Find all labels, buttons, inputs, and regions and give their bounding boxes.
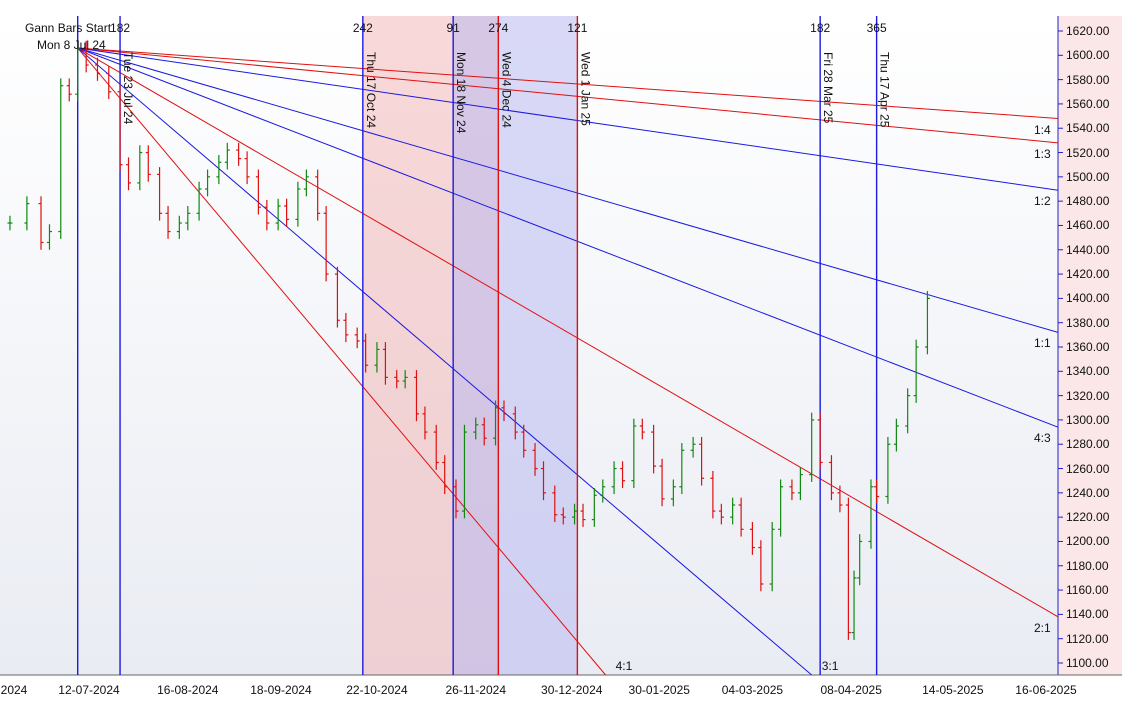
fan-line-3-1 xyxy=(77,47,813,676)
fan-ratio-label: 3:1 xyxy=(821,659,839,673)
y-tick-label: 1620.00 xyxy=(1066,24,1110,38)
x-tick-label: 16-06-2025 xyxy=(1015,683,1077,697)
y-tick-label: 1420.00 xyxy=(1066,267,1110,282)
shaded-zone-2 xyxy=(453,16,578,675)
x-tick-label: 08-04-2025 xyxy=(820,683,882,697)
y-tick-label: 1180.00 xyxy=(1066,558,1109,573)
x-tick-label: 30-01-2025 xyxy=(628,683,690,697)
y-tick-label: 1400.00 xyxy=(1066,291,1110,306)
start-date-label: Mon 8 Jul 24 xyxy=(37,38,106,52)
x-tick-label: 04-03-2025 xyxy=(721,683,784,697)
fan-ratio-label: 2:1 xyxy=(1034,620,1051,635)
y-tick-label: 1540.00 xyxy=(1066,121,1110,136)
y-tick-label: 1120.00 xyxy=(1066,631,1109,646)
vertical-line-date-label: Thu 17 Oct 24 xyxy=(363,52,378,129)
y-tick-label: 1220.00 xyxy=(1066,510,1110,525)
fan-line-4-1 xyxy=(77,47,606,676)
vertical-line-date-label: Thu 17 Apr 25 xyxy=(877,52,892,128)
y-tick-label: 1160.00 xyxy=(1066,583,1109,598)
fan-line-1-3 xyxy=(77,47,1059,144)
y-tick-label: 1200.00 xyxy=(1066,534,1110,549)
fan-ratio-label: 1:4 xyxy=(1034,122,1051,137)
fan-line-1-1 xyxy=(77,47,1059,333)
fan-ratio-label: 1:1 xyxy=(1034,336,1051,351)
y-tick-label: 1440.00 xyxy=(1066,242,1110,257)
y-tick-label: 1320.00 xyxy=(1066,388,1110,403)
y-tick-label: 1100.00 xyxy=(1066,656,1109,670)
bar-count-label: 242 xyxy=(352,21,373,35)
y-tick-label: 1260.00 xyxy=(1066,461,1110,476)
x-tick-label: 22-10-2024 xyxy=(346,683,408,697)
fan-line-4-3 xyxy=(77,47,1059,428)
vertical-line-date-label: Mon 18 Nov 24 xyxy=(454,52,469,134)
y-tick-label: 1240.00 xyxy=(1066,485,1110,500)
y-tick-label: 1140.00 xyxy=(1066,607,1109,622)
y-tick-label: 1560.00 xyxy=(1066,96,1110,111)
y-tick-label: 1380.00 xyxy=(1066,315,1110,330)
fan-ratio-label: 4:1 xyxy=(615,659,633,673)
bar-count-label: 365 xyxy=(866,21,887,35)
y-tick-label: 1480.00 xyxy=(1066,194,1110,209)
fan-ratio-label: 1:3 xyxy=(1034,146,1051,161)
bar-count-label: 274 xyxy=(488,21,509,35)
price-axis-strip xyxy=(1058,16,1122,675)
vertical-line-date-label: Tue 23 Jul 24 xyxy=(121,52,136,125)
x-tick-label: 12-07-2024 xyxy=(58,683,120,697)
vertical-line-date-label: Wed 4 Dec 24 xyxy=(499,52,514,128)
y-tick-label: 1460.00 xyxy=(1066,218,1110,233)
x-tick-label: 18-09-2024 xyxy=(250,683,312,697)
x-tick-label: 26-11-2024 xyxy=(445,683,507,697)
fan-line-2-1 xyxy=(77,47,1059,618)
chart-title: Gann Bars Start xyxy=(25,21,112,35)
fan-line-1-2 xyxy=(77,47,1059,191)
x-tick-label: 2024 xyxy=(0,683,28,697)
fan-ratio-label: 1:2 xyxy=(1034,194,1051,209)
y-tick-label: 1500.00 xyxy=(1066,169,1110,184)
vertical-line-date-label: Wed 1 Jan 25 xyxy=(578,52,593,126)
y-tick-label: 1580.00 xyxy=(1066,72,1110,87)
y-tick-label: 1520.00 xyxy=(1066,145,1110,160)
bar-count-label: 121 xyxy=(567,21,588,35)
x-tick-label: 16-08-2024 xyxy=(157,683,219,697)
y-tick-label: 1600.00 xyxy=(1066,48,1110,63)
fan-line-1-4 xyxy=(77,47,1059,120)
bar-count-label: 91 xyxy=(446,21,460,35)
y-tick-label: 1300.00 xyxy=(1066,412,1110,427)
x-tick-label: 14-05-2025 xyxy=(922,683,984,697)
bar-count-label: 182 xyxy=(110,21,131,35)
y-tick-label: 1360.00 xyxy=(1066,340,1110,354)
y-tick-label: 1340.00 xyxy=(1066,364,1110,379)
vertical-line-date-label: Fri 28 Mar 25 xyxy=(821,52,836,124)
fan-ratio-label: 4:3 xyxy=(1034,431,1051,446)
bar-count-label: 182 xyxy=(810,21,831,35)
x-tick-label: 30-12-2024 xyxy=(541,683,603,697)
y-tick-label: 1280.00 xyxy=(1066,437,1110,452)
